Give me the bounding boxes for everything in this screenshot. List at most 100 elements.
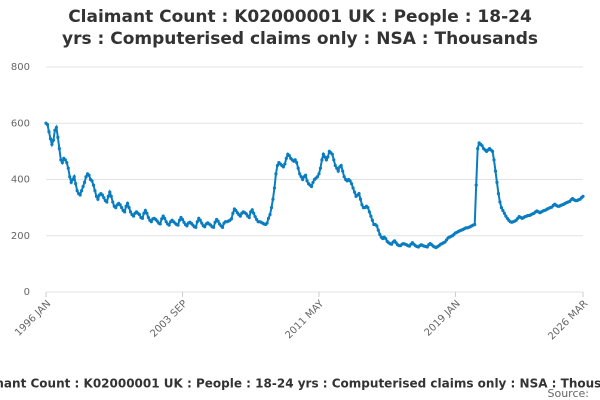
y-tick-label: 0 xyxy=(24,287,30,298)
point xyxy=(335,166,339,170)
point xyxy=(425,245,429,249)
point xyxy=(105,200,109,204)
point xyxy=(384,236,388,241)
point xyxy=(318,166,323,170)
point xyxy=(180,217,185,222)
point xyxy=(360,203,364,207)
point xyxy=(125,201,130,206)
point xyxy=(323,155,327,159)
point xyxy=(80,189,84,193)
series-line xyxy=(45,122,584,249)
point xyxy=(53,128,57,132)
point xyxy=(332,158,336,162)
point xyxy=(502,211,506,215)
point xyxy=(71,177,75,182)
point xyxy=(255,217,259,222)
point xyxy=(63,158,67,162)
point xyxy=(490,149,495,153)
point xyxy=(499,206,504,210)
point xyxy=(200,221,204,225)
point xyxy=(341,169,345,173)
point xyxy=(283,162,287,166)
point xyxy=(272,186,277,190)
point xyxy=(50,142,54,146)
point xyxy=(281,165,285,169)
point xyxy=(75,189,79,193)
point xyxy=(269,206,274,210)
point xyxy=(109,194,113,198)
point xyxy=(212,225,216,229)
point xyxy=(274,172,278,176)
point xyxy=(581,194,585,198)
point xyxy=(378,232,382,236)
point xyxy=(476,146,480,151)
point xyxy=(143,208,147,213)
point xyxy=(163,216,167,220)
point xyxy=(504,214,508,218)
y-tick-label: 400 xyxy=(11,175,30,186)
point xyxy=(271,197,275,201)
point xyxy=(100,193,104,197)
point xyxy=(66,166,70,170)
point xyxy=(496,191,501,196)
point xyxy=(357,191,361,196)
point xyxy=(177,218,182,222)
point xyxy=(164,220,168,224)
point xyxy=(275,163,280,168)
point xyxy=(102,196,106,200)
point xyxy=(96,197,100,201)
point xyxy=(51,138,56,142)
point xyxy=(90,179,94,183)
point xyxy=(352,190,357,194)
point xyxy=(45,123,50,127)
point xyxy=(220,225,225,229)
point xyxy=(366,206,370,210)
point xyxy=(149,220,153,224)
point xyxy=(247,215,251,220)
x-tick-label: 2003 SEP xyxy=(148,298,189,339)
point xyxy=(309,184,314,189)
point xyxy=(127,206,131,210)
point xyxy=(234,208,238,213)
point xyxy=(375,224,379,228)
point xyxy=(128,210,133,214)
point xyxy=(324,158,328,162)
point xyxy=(287,153,291,158)
point xyxy=(303,173,308,177)
point xyxy=(244,212,248,216)
point xyxy=(376,228,380,232)
point xyxy=(348,179,352,183)
point xyxy=(106,194,110,198)
point xyxy=(342,175,346,179)
point xyxy=(182,220,186,224)
point xyxy=(78,193,82,197)
point xyxy=(296,166,300,170)
point xyxy=(142,211,146,215)
point xyxy=(87,173,91,177)
point xyxy=(161,214,165,218)
point xyxy=(57,146,61,151)
point xyxy=(495,180,499,184)
point xyxy=(305,179,309,183)
point xyxy=(266,216,271,220)
point xyxy=(131,214,136,218)
point xyxy=(185,224,189,228)
point xyxy=(493,169,498,173)
point xyxy=(194,225,198,229)
point xyxy=(94,194,99,198)
point xyxy=(123,210,127,214)
point xyxy=(293,158,297,162)
source: Source: xyxy=(548,387,590,400)
point xyxy=(498,200,502,204)
point xyxy=(265,221,269,225)
point xyxy=(268,213,272,217)
y-tick-label: 800 xyxy=(11,62,30,73)
point xyxy=(229,217,234,221)
point xyxy=(298,172,302,176)
x-tick-label: 2019 JAN xyxy=(423,298,463,338)
point xyxy=(140,216,145,220)
point xyxy=(56,135,60,139)
point xyxy=(351,186,355,190)
point xyxy=(231,211,235,215)
